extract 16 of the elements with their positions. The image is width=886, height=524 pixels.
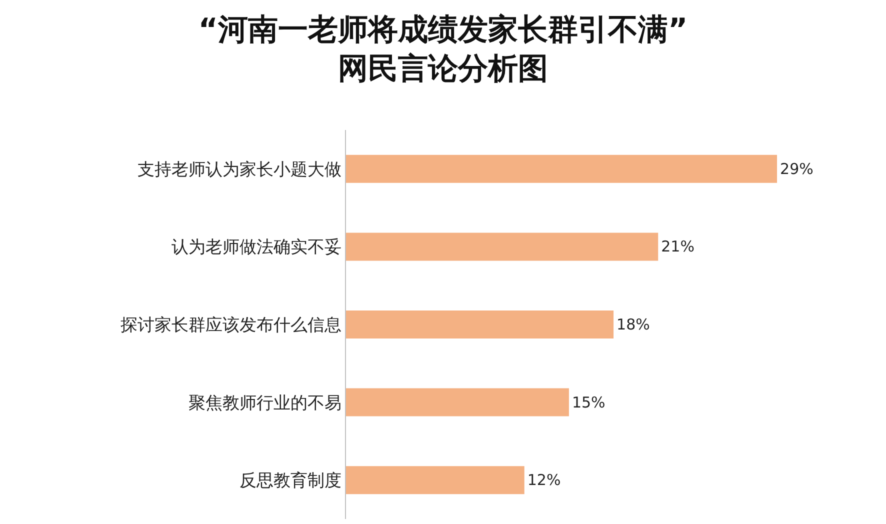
data-label: 21% [661,238,694,256]
y-tick-label: 聚焦教师行业的不易 [188,393,342,414]
y-tick-label: 支持老师认为家长小题大做 [138,160,342,180]
bar [346,466,524,494]
data-label: 15% [572,393,606,412]
data-label: 29% [780,160,814,178]
data-label: 18% [616,316,650,334]
y-tick-label: 探讨家长群应该发布什么信息 [120,315,342,336]
data-label: 12% [527,471,561,490]
bar [346,232,658,261]
y-tick-label: 反思教育制度 [240,471,342,492]
y-tick-label: 认为老师做法确实不妥 [172,238,342,258]
bar [346,310,614,338]
chart-title: “河南一老师将成绩发家长群引不满” 网民言论分析图 [198,12,688,86]
bar [346,388,569,416]
bar [346,154,778,183]
